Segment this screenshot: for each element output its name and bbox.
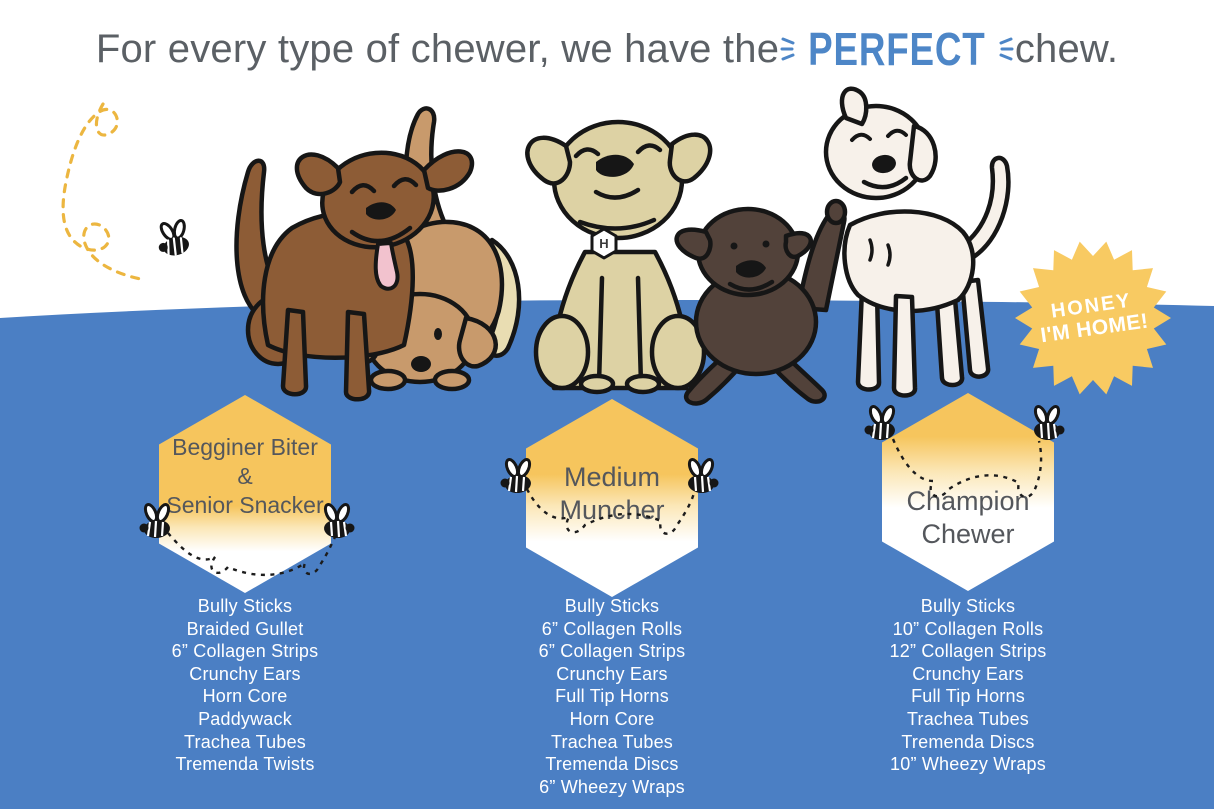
chew-item: Crunchy Ears xyxy=(556,663,668,684)
dogs-illustration: H xyxy=(61,86,1011,406)
category-medium-muncher: Medium Muncher Bully Sticks 6” Collagen … xyxy=(467,395,757,809)
headline-highlight: PERFECT xyxy=(808,23,986,75)
headline-suffix: chew. xyxy=(1014,26,1119,71)
headline-prefix: For every type of chewer, we have the xyxy=(95,26,780,71)
chew-item: Crunchy Ears xyxy=(189,663,301,684)
chew-list-beginner: Bully Sticks Braided Gullet 6” Collagen … xyxy=(100,595,390,776)
chew-item: 12” Collagen Strips xyxy=(889,641,1047,662)
chew-item: Full Tip Horns xyxy=(911,686,1025,707)
category-title-line: Senior Snacker xyxy=(166,492,324,518)
chew-item: Horn Core xyxy=(202,686,288,707)
chew-item: Bully Sticks xyxy=(564,596,660,616)
emphasis-dashes-right-icon xyxy=(999,37,1014,61)
emphasis-dashes-left-icon xyxy=(780,37,795,61)
chew-item: Crunchy Ears xyxy=(912,663,1024,684)
chew-item: Tremenda Twists xyxy=(175,754,315,775)
chew-list-medium: Bully Sticks 6” Collagen Rolls 6” Collag… xyxy=(467,595,757,798)
starburst-icon xyxy=(1015,241,1171,395)
honey-badge-text: HONEY I'M HOME! xyxy=(1003,228,1184,409)
headline: For every type of chewer, we have the PE… xyxy=(0,22,1214,76)
chew-item: Bully Sticks xyxy=(197,596,293,616)
chew-item: 6” Collagen Rolls xyxy=(541,618,683,639)
category-title-line: Medium xyxy=(563,462,661,492)
category-champion-chewer: Champion Chewer Bully Sticks 10” Collage… xyxy=(823,393,1113,809)
cream-dog-with-tag: H xyxy=(525,119,713,395)
category-title-line: Muncher xyxy=(559,495,665,525)
chew-item: Horn Core xyxy=(569,708,655,729)
category-title-line: Chewer xyxy=(921,519,1015,549)
category-title: Champion Chewer xyxy=(882,393,1054,551)
dog-tag-letter: H xyxy=(599,236,608,251)
category-title-line: & xyxy=(237,463,253,489)
chew-item: Trachea Tubes xyxy=(184,731,306,752)
brown-puppy-standing xyxy=(234,149,475,402)
chew-item: Full Tip Horns xyxy=(555,686,669,707)
chew-item: Paddywack xyxy=(198,708,292,729)
chew-item: 10” Wheezy Wraps xyxy=(890,754,1046,775)
category-title: Medium Muncher xyxy=(526,399,698,527)
chew-item: Tremenda Discs xyxy=(901,731,1035,752)
chew-item: Braided Gullet xyxy=(186,618,304,639)
white-dog-standing xyxy=(823,86,1011,398)
category-title-line: Begginer Biter xyxy=(172,434,318,460)
category-title-line: Champion xyxy=(906,486,1030,516)
chew-item: 10” Collagen Rolls xyxy=(892,618,1044,639)
hexagon-badge-beginner: Begginer Biter & Senior Snacker xyxy=(159,395,331,593)
chew-item: 6” Collagen Strips xyxy=(538,641,686,662)
chew-item: 6” Wheezy Wraps xyxy=(539,776,685,797)
hexagon-badge-champion: Champion Chewer xyxy=(882,393,1054,591)
category-title: Begginer Biter & Senior Snacker xyxy=(159,395,331,520)
chew-list-champion: Bully Sticks 10” Collagen Rolls 12” Coll… xyxy=(823,595,1113,776)
hexagon-badge-medium: Medium Muncher xyxy=(526,399,698,597)
bee-icon xyxy=(152,216,194,261)
chew-item: Trachea Tubes xyxy=(551,731,673,752)
bee-trail xyxy=(61,102,194,282)
honey-badge: HONEY I'M HOME! xyxy=(1013,238,1173,398)
chocolate-puppy-sitting xyxy=(674,198,848,406)
chew-item: 6” Collagen Strips xyxy=(171,641,319,662)
chew-item: Bully Sticks xyxy=(920,596,1016,616)
chew-item: Tremenda Discs xyxy=(545,754,679,775)
category-beginner-senior: Begginer Biter & Senior Snacker Bully St… xyxy=(100,395,390,809)
chew-item: Trachea Tubes xyxy=(907,708,1029,729)
bee-icon xyxy=(863,403,898,443)
